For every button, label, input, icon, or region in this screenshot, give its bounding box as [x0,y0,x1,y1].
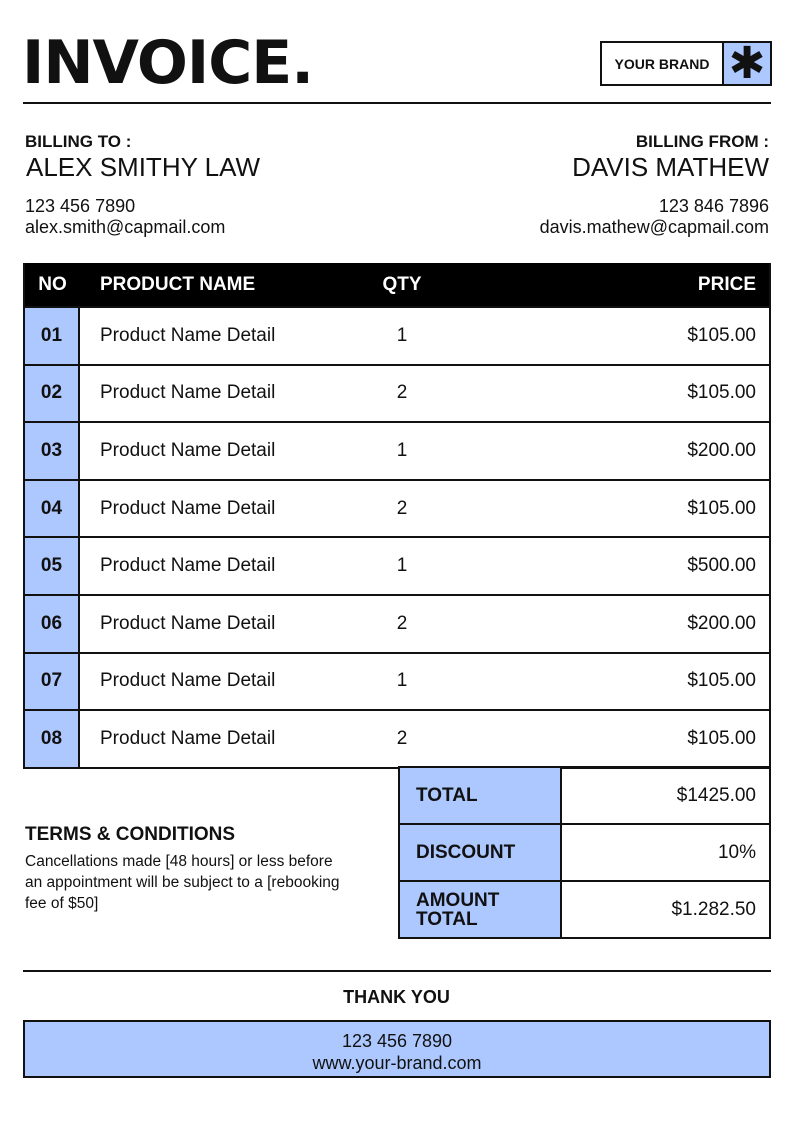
table-row: 04 Product Name Detail 2 $105.00 [25,478,769,537]
row-product-name: Product Name Detail [100,555,276,577]
row-product-name: Product Name Detail [100,612,276,634]
row-qty: 2 [396,612,408,634]
discount-value: 10% [717,841,756,863]
discount-row: DISCOUNT 10% [400,823,769,880]
terms: TERMS & CONDITIONS Cancellations made [4… [25,824,345,914]
row-no: 04 [25,480,80,537]
row-price: $200.00 [687,612,756,634]
billing-to-name: ALEX SMITHY LAW [26,152,261,182]
footer-website[interactable]: www.your-brand.com [312,1053,482,1073]
table-row: 08 Product Name Detail 2 $105.00 [25,709,769,767]
billing-to-label: BILLING TO : [25,132,132,151]
total-row: TOTAL $1425.00 [400,766,769,823]
amount-total-label: AMOUNT TOTAL [400,882,562,937]
footer-contact: 123 456 7890 www.your-brand.com [23,1020,771,1078]
table-row: 01 Product Name Detail 1 $105.00 [25,306,769,364]
billing-from-email: davis.mathew@capmail.com [539,217,769,237]
footer-divider [23,970,771,972]
row-qty: 1 [396,555,408,577]
table-row: 06 Product Name Detail 2 $200.00 [25,593,769,652]
table-row: 05 Product Name Detail 1 $500.00 [25,536,769,594]
row-product-name: Product Name Detail [100,670,276,692]
row-price: $500.00 [687,555,756,577]
table-row: 02 Product Name Detail 2 $105.00 [25,363,769,422]
discount-label: DISCOUNT [400,825,562,880]
total-value: $1425.00 [676,784,756,806]
invoice-title: INVOICE. [22,28,314,98]
row-qty: 2 [396,382,408,404]
row-qty: 2 [396,497,408,519]
row-price: $105.00 [687,670,756,692]
totals-table: TOTAL $1425.00 DISCOUNT 10% AMOUNT TOTAL $1… [398,766,771,939]
header-product-name: PRODUCT NAME [100,273,256,295]
row-qty: 1 [396,324,408,346]
products-table: NO PRODUCT NAME QTY PRICE 01 Product Name… [23,263,771,769]
row-no: 01 [25,308,80,364]
header-divider [23,102,771,104]
table-header: NO PRODUCT NAME QTY PRICE [25,263,769,306]
header-price: PRICE [697,273,756,295]
row-no: 05 [25,538,80,594]
row-product-name: Product Name Detail [100,382,276,404]
billing-to-email: alex.smith@capmail.com [25,217,226,237]
header-qty: QTY [382,273,422,295]
row-qty: 1 [396,439,408,461]
header-no: NO [38,273,67,295]
billing-from-phone: 123 846 7896 [658,196,769,216]
row-qty: 2 [396,727,408,749]
row-product-name: Product Name Detail [100,439,276,461]
terms-text: Cancellations made [48 hours] or less be… [25,853,340,912]
table-row: 03 Product Name Detail 1 $200.00 [25,421,769,479]
row-no: 08 [25,711,80,767]
brand-logo: YOUR BRAND ✱ [600,41,772,86]
brand-name: YOUR BRAND [614,55,710,72]
row-product-name: Product Name Detail [100,324,276,346]
row-no: 02 [25,365,80,422]
thank-you: THANK YOU [343,987,450,1007]
row-no: 03 [25,423,80,479]
row-price: $105.00 [687,382,756,404]
row-qty: 1 [396,670,408,692]
billing-from-name: DAVIS MATHEW [572,152,769,182]
row-price: $105.00 [687,324,756,346]
billing-to: BILLING TO : ALEX SMITHY LAW 123 456 789… [25,132,260,238]
amount-total-value: $1.282.50 [671,898,756,920]
row-no: 06 [25,595,80,652]
footer-phone: 123 456 7890 [341,1031,453,1051]
row-price: $105.00 [687,497,756,519]
asterisk-icon: ✱ [722,41,770,85]
amount-total-row: AMOUNT TOTAL $1.282.50 [400,880,769,937]
billing-from: BILLING FROM : DAVIS MATHEW 123 846 7896… [540,132,769,238]
billing-to-phone: 123 456 7890 [25,196,136,216]
terms-title: TERMS & CONDITIONS [25,824,236,845]
row-price: $105.00 [687,727,756,749]
billing-from-label: BILLING FROM : [635,132,769,151]
row-price: $200.00 [687,439,756,461]
total-label: TOTAL [400,768,562,823]
table-row: 07 Product Name Detail 1 $105.00 [25,651,769,710]
row-no: 07 [25,653,80,710]
row-product-name: Product Name Detail [100,497,276,519]
row-product-name: Product Name Detail [100,727,276,749]
